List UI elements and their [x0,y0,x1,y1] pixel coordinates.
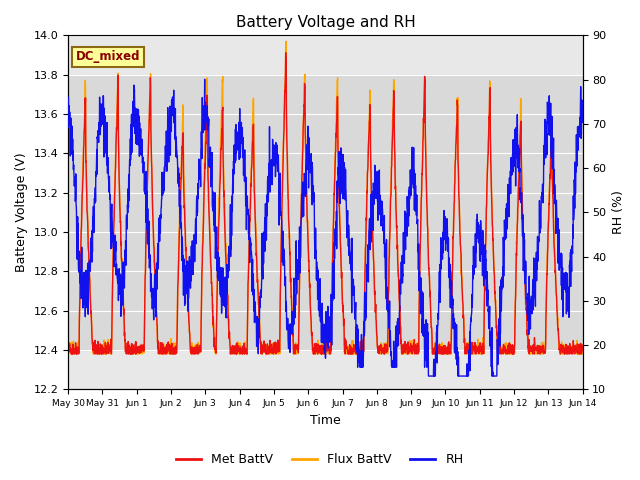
Met BattV [340,336,348,342]
Met BattV [579,345,586,351]
RH [208,159,216,165]
RH [64,125,72,131]
Title: Battery Voltage and RH: Battery Voltage and RH [236,15,415,30]
Met BattV [475,351,483,357]
RH [201,76,209,82]
Flux BattV [534,342,541,348]
Flux BattV [548,121,556,127]
Text: DC_mixed: DC_mixed [76,50,140,63]
Flux BattV [67,351,75,357]
Flux BattV [64,346,72,352]
Flux BattV [475,348,483,354]
Met BattV [351,350,359,356]
Flux BattV [351,349,359,355]
RH [579,120,586,125]
Line: Flux BattV: Flux BattV [68,41,582,354]
Met BattV [208,283,216,288]
Flux BattV [340,343,348,348]
Y-axis label: Battery Voltage (V): Battery Voltage (V) [15,153,28,272]
Flux BattV [579,343,586,349]
Met BattV [548,128,556,133]
Y-axis label: RH (%): RH (%) [612,191,625,234]
Met BattV [282,50,289,56]
Met BattV [64,345,72,351]
Bar [68,75,582,350]
RH [548,113,556,119]
Line: Met BattV: Met BattV [68,53,582,354]
RH [340,159,348,165]
Legend: Met BattV, Flux BattV, RH: Met BattV, Flux BattV, RH [172,448,468,471]
Met BattV [67,351,75,357]
RH [424,373,432,379]
RH [351,310,359,316]
Line: RH: RH [68,79,582,376]
X-axis label: Time: Time [310,414,340,427]
Flux BattV [282,38,290,44]
RH [534,233,541,239]
Met BattV [534,345,541,350]
Flux BattV [208,290,216,296]
RH [475,238,483,244]
